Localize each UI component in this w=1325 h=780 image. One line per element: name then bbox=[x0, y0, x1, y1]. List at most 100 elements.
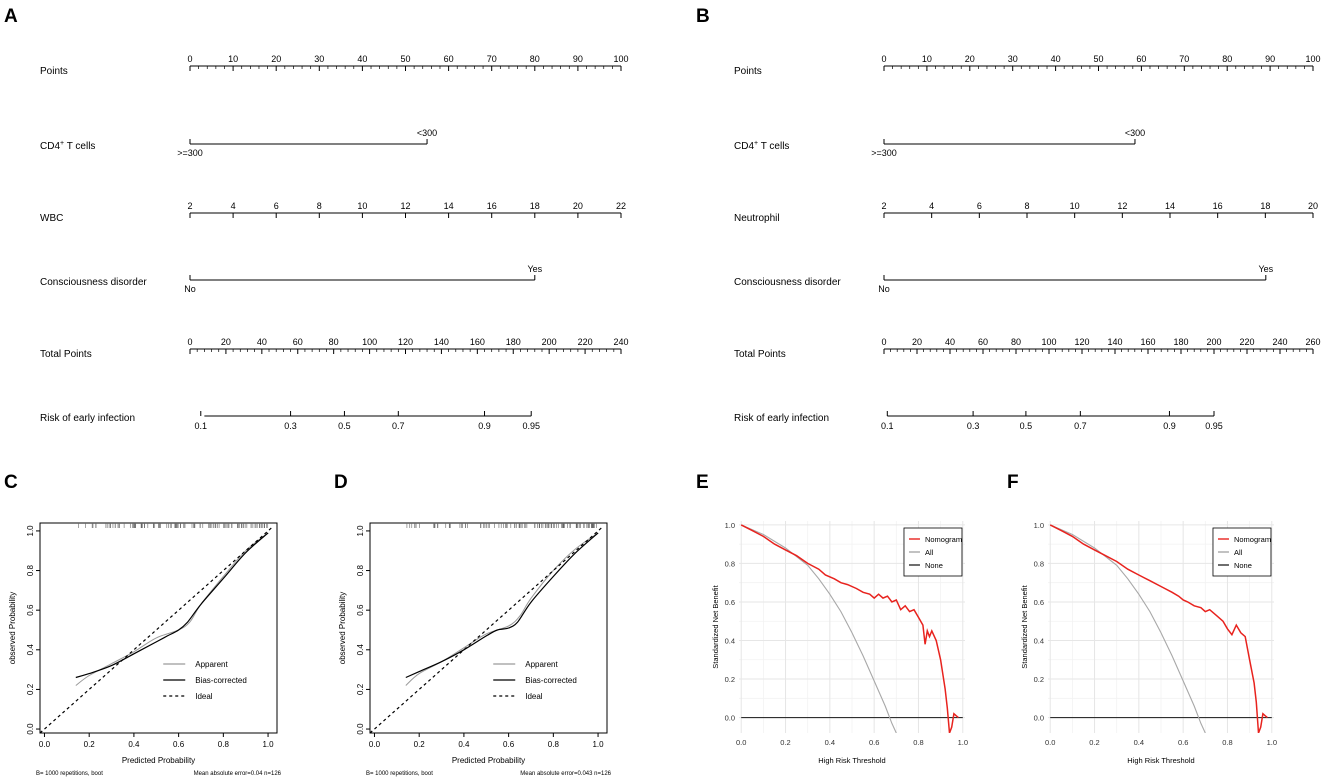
tick-label-total-points: 0 bbox=[187, 337, 192, 347]
tick-label-total-points: 80 bbox=[1011, 337, 1021, 347]
legend-label-none: None bbox=[925, 561, 943, 570]
risk-tick-label: 0.5 bbox=[1020, 421, 1033, 431]
tick-label-total-points: 20 bbox=[221, 337, 231, 347]
y-tick-label: 1.0 bbox=[725, 521, 735, 530]
tick-label-total-points: 200 bbox=[542, 337, 557, 347]
y-tick-label: 0.0 bbox=[26, 723, 35, 735]
x-tick-label: 0.4 bbox=[825, 738, 835, 747]
legend-label-nomogram: Nomogram bbox=[925, 535, 962, 544]
tick-label-points: 40 bbox=[1051, 54, 1061, 64]
x-tick-label: 0.6 bbox=[1178, 738, 1188, 747]
tick-label-total-points: 240 bbox=[1272, 337, 1287, 347]
x-tick-label: 1.0 bbox=[262, 740, 274, 749]
y-tick-label: 0.6 bbox=[26, 604, 35, 616]
tick-label-total-points: 60 bbox=[978, 337, 988, 347]
row-label-cd4-t-cells: CD4+ T cells bbox=[40, 140, 95, 152]
tick-label-wbc: 22 bbox=[616, 201, 626, 211]
legend-label-apparent: Apparent bbox=[195, 660, 228, 669]
tick-label-points: 100 bbox=[1305, 54, 1320, 64]
x-tick-label: 1.0 bbox=[958, 738, 968, 747]
legend-label-ideal: Ideal bbox=[525, 692, 543, 701]
x-tick-label: 0.4 bbox=[458, 740, 470, 749]
x-tick-label: 0.2 bbox=[414, 740, 426, 749]
y-tick-label: 1.0 bbox=[26, 525, 35, 537]
tick-label-points: 50 bbox=[1093, 54, 1103, 64]
y-tick-label: 0.0 bbox=[725, 714, 735, 723]
row-label-neutrophil: Neutrophil bbox=[734, 213, 780, 224]
tick-label-total-points: 120 bbox=[1074, 337, 1089, 347]
y-tick-label: 1.0 bbox=[1034, 521, 1044, 530]
x-tick-label: 0.8 bbox=[548, 740, 560, 749]
risk-tick-label: 0.5 bbox=[338, 421, 351, 431]
category-label-low-cd4-t-cells: >=300 bbox=[177, 148, 203, 158]
legend-label-apparent: Apparent bbox=[525, 660, 558, 669]
x-tick-label: 0.0 bbox=[369, 740, 381, 749]
risk-tick-label: 0.1 bbox=[195, 421, 208, 431]
legend-label-all: All bbox=[925, 548, 934, 557]
tick-label-total-points: 100 bbox=[362, 337, 377, 347]
tick-label-total-points: 40 bbox=[257, 337, 267, 347]
tick-label-neutrophil: 14 bbox=[1165, 201, 1175, 211]
tick-label-neutrophil: 12 bbox=[1117, 201, 1127, 211]
risk-tick-label: 0.9 bbox=[1163, 421, 1176, 431]
tick-label-total-points: 100 bbox=[1041, 337, 1056, 347]
tick-label-points: 70 bbox=[487, 54, 497, 64]
row-label-total-points: Total Points bbox=[40, 349, 92, 360]
y-tick-label: 0.8 bbox=[1034, 559, 1044, 568]
tick-label-wbc: 2 bbox=[187, 201, 192, 211]
tick-label-wbc: 10 bbox=[357, 201, 367, 211]
calibration-plot-d: 0.0 0.2 0.4 0.6 0.8 1.0 0.0 0.2 0.4 0.6 0.8 1.0 Pred… bbox=[338, 522, 612, 777]
tick-label-points: 90 bbox=[1265, 54, 1275, 64]
risk-tick-label: 0.1 bbox=[881, 421, 894, 431]
category-label-high-cd4-t-cells: <300 bbox=[417, 128, 437, 138]
tick-label-points: 0 bbox=[881, 54, 886, 64]
legend-label-none: None bbox=[1234, 561, 1252, 570]
tick-label-total-points: 140 bbox=[1107, 337, 1122, 347]
row-label-risk-of-early-infection: Risk of early infection bbox=[40, 413, 135, 424]
panel-letter-c: C bbox=[4, 472, 18, 493]
y-tick-label: 1.0 bbox=[356, 525, 365, 537]
tick-label-total-points: 60 bbox=[293, 337, 303, 347]
risk-tick-label: 0.95 bbox=[522, 421, 540, 431]
x-tick-label: 1.0 bbox=[1267, 738, 1277, 747]
tick-label-wbc: 16 bbox=[487, 201, 497, 211]
risk-tick-label: 0.7 bbox=[1074, 421, 1087, 431]
row-label-consciousness-disorder: Consciousness disorder bbox=[734, 277, 841, 288]
tick-label-points: 100 bbox=[613, 54, 628, 64]
series-line-all bbox=[740, 524, 897, 733]
x-tick-label: 0.4 bbox=[1134, 738, 1144, 747]
series-line-bias-corrected bbox=[405, 532, 599, 679]
x-tick-label: 0.8 bbox=[1222, 738, 1232, 747]
plot-frame bbox=[369, 522, 608, 734]
tick-label-neutrophil: 16 bbox=[1213, 201, 1223, 211]
y-tick-label: 0.0 bbox=[1034, 714, 1044, 723]
y-axis-title: Standardized Net Benefit bbox=[711, 584, 720, 668]
category-label-low-cd4-t-cells: >=300 bbox=[871, 148, 897, 158]
footer-note-right: Mean absolute error=0.043 n=126 bbox=[520, 771, 611, 777]
tick-label-wbc: 8 bbox=[317, 201, 322, 211]
y-tick-label: 0.6 bbox=[1034, 598, 1044, 607]
tick-label-points: 80 bbox=[530, 54, 540, 64]
y-tick-label: 0.4 bbox=[26, 644, 35, 656]
row-label-cd4-t-cells: CD4+ T cells bbox=[734, 140, 789, 152]
row-label-risk-of-early-infection: Risk of early infection bbox=[734, 413, 829, 424]
tick-label-wbc: 18 bbox=[530, 201, 540, 211]
legend-label-bias-corrected: Bias-corrected bbox=[525, 676, 577, 685]
panel-letter-d: D bbox=[334, 472, 348, 493]
tick-label-neutrophil: 2 bbox=[881, 201, 886, 211]
tick-label-points: 80 bbox=[1222, 54, 1232, 64]
y-tick-label: 0.4 bbox=[356, 644, 365, 656]
tick-label-points: 40 bbox=[357, 54, 367, 64]
series-line-ideal bbox=[39, 526, 273, 734]
category-label-low-consciousness-disorder: No bbox=[878, 284, 890, 294]
y-tick-label: 0.8 bbox=[356, 564, 365, 576]
series-group bbox=[740, 524, 963, 733]
x-tick-label: 0.2 bbox=[780, 738, 790, 747]
y-axis-title: observed Probability bbox=[338, 592, 347, 664]
decision-curve-f: 0.0 0.2 0.4 0.6 0.8 1.0 0.0 0.2 0.4 0.6 0.8 1.0 High… bbox=[1020, 521, 1277, 765]
panel-letter-b: B bbox=[696, 6, 710, 27]
risk-tick-label: 0.3 bbox=[967, 421, 980, 431]
